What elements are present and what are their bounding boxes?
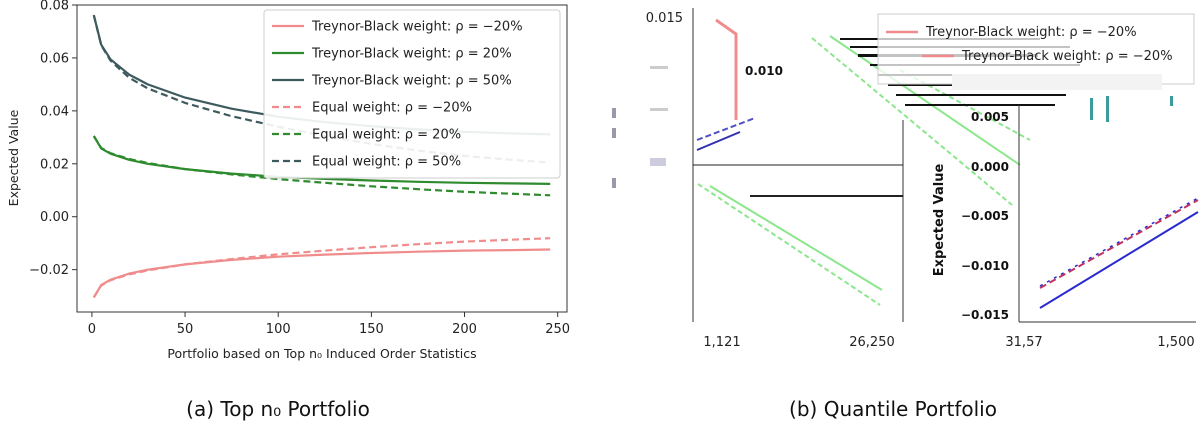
panel-a-xtick-label: 250 xyxy=(545,322,570,337)
caption-a: (a) Top n₀ Portfolio xyxy=(186,397,370,421)
panel-a-ytick-label: 0.02 xyxy=(40,157,69,172)
panel-b-ytick-0005: 0.005 xyxy=(971,110,1009,124)
panel-a-legend-label: Treynor-Black weight: ρ = 50% xyxy=(311,74,512,89)
panel-b-xtick-1: 1,121 xyxy=(703,335,740,350)
panel-b-xtick-2: 26,250 xyxy=(849,335,895,350)
panel-a-ytick-label: 0.04 xyxy=(40,104,69,119)
panel-b-series-pink-step xyxy=(715,18,738,120)
panel-a-y-ticks: −0.02 0.00 0.02 0.04 0.06 0.08 xyxy=(29,0,77,278)
panel-b-chart: 0.015 0.010 xyxy=(612,8,1199,350)
panel-b-series-blue-left-2 xyxy=(696,131,741,151)
panel-b-legend-label-1: Treynor-Black weight: ρ = −20% xyxy=(925,25,1137,40)
panel-a-xtick-label: 150 xyxy=(359,322,384,337)
panel-b-series-red-dashed xyxy=(1039,199,1199,289)
panel-a-xtick-label: 0 xyxy=(88,322,96,337)
panel-b-green-bands xyxy=(697,35,1031,306)
panel-b-xtick-3: 31,57 xyxy=(1005,335,1042,350)
panel-b-ytick-m0015: −0.015 xyxy=(961,308,1009,322)
panel-a-chart: −0.02 0.00 0.02 0.04 0.06 0.08 0 50 100 150 200 25… xyxy=(6,0,570,361)
panel-b-xtick-4: 1,500 xyxy=(1157,335,1194,350)
panel-a-ytick-label: 0.06 xyxy=(40,51,69,66)
panel-b-y-ticks: 0.005 0.000 −0.005 −0.010 −0.015 xyxy=(961,110,1009,322)
panel-b-y-axis-label: Expected Value xyxy=(932,164,947,277)
panel-a-legend-label: Equal weight: ρ = 50% xyxy=(312,155,461,170)
panel-b-legend-label-2: Treynor-Black weight: ρ = −20% xyxy=(961,49,1173,64)
panel-a-legend-label: Treynor-Black weight: ρ = 20% xyxy=(311,47,512,62)
panel-b-ytick-0000: 0.000 xyxy=(971,160,1009,174)
panel-a-series-0 xyxy=(92,248,551,298)
panel-b-ytick-m0005: −0.005 xyxy=(961,209,1009,223)
panel-a-x-axis-label: Portfolio based on Top n₀ Induced Order … xyxy=(167,346,476,361)
panel-b-ytick-m0010: −0.010 xyxy=(961,259,1009,273)
panel-a-ytick-label: −0.02 xyxy=(29,263,69,278)
panel-b-artifact-fragments xyxy=(612,66,668,188)
panel-b-inner-ytick-0010: 0.010 xyxy=(745,64,783,78)
panel-a-series-4 xyxy=(92,135,551,197)
panel-b-legend-glitch xyxy=(952,74,1162,90)
panel-a-ytick-label: 0.00 xyxy=(40,210,69,225)
caption-b: (b) Quantile Portfolio xyxy=(789,397,997,421)
panel-a-x-ticks: 0 50 100 150 200 250 xyxy=(88,312,570,337)
panel-a-ytick-label: 0.08 xyxy=(40,0,69,14)
panel-a-plot-frame xyxy=(76,4,568,313)
panel-a-legend: Treynor-Black weight: ρ = −20% Treynor-Bl… xyxy=(263,9,561,179)
panel-b-series-blue-dashed xyxy=(1039,197,1199,287)
panel-b-series-blue-solid xyxy=(1039,211,1199,309)
panel-a-xtick-label: 100 xyxy=(266,322,291,337)
panel-a-legend-label: Treynor-Black weight: ρ = −20% xyxy=(311,20,523,35)
panel-b-ytick-0015: 0.015 xyxy=(646,11,683,26)
panel-a-series-3 xyxy=(92,237,551,298)
panel-b-vertical-streaks xyxy=(1090,96,1173,122)
panel-b-series-blue-left xyxy=(696,117,756,141)
panel-a-y-axis-label: Expected Value xyxy=(6,109,21,206)
panel-a-legend-label: Equal weight: ρ = −20% xyxy=(312,101,472,116)
panel-a-legend-label: Equal weight: ρ = 20% xyxy=(312,128,461,143)
panel-a-xtick-label: 200 xyxy=(452,322,477,337)
panel-a-xtick-label: 50 xyxy=(177,322,194,337)
panel-b-legend-box xyxy=(877,13,1195,85)
panel-b-legend: Treynor-Black weight: ρ = −20% Treynor-B… xyxy=(877,13,1195,90)
panel-a-legend-box xyxy=(263,9,561,179)
